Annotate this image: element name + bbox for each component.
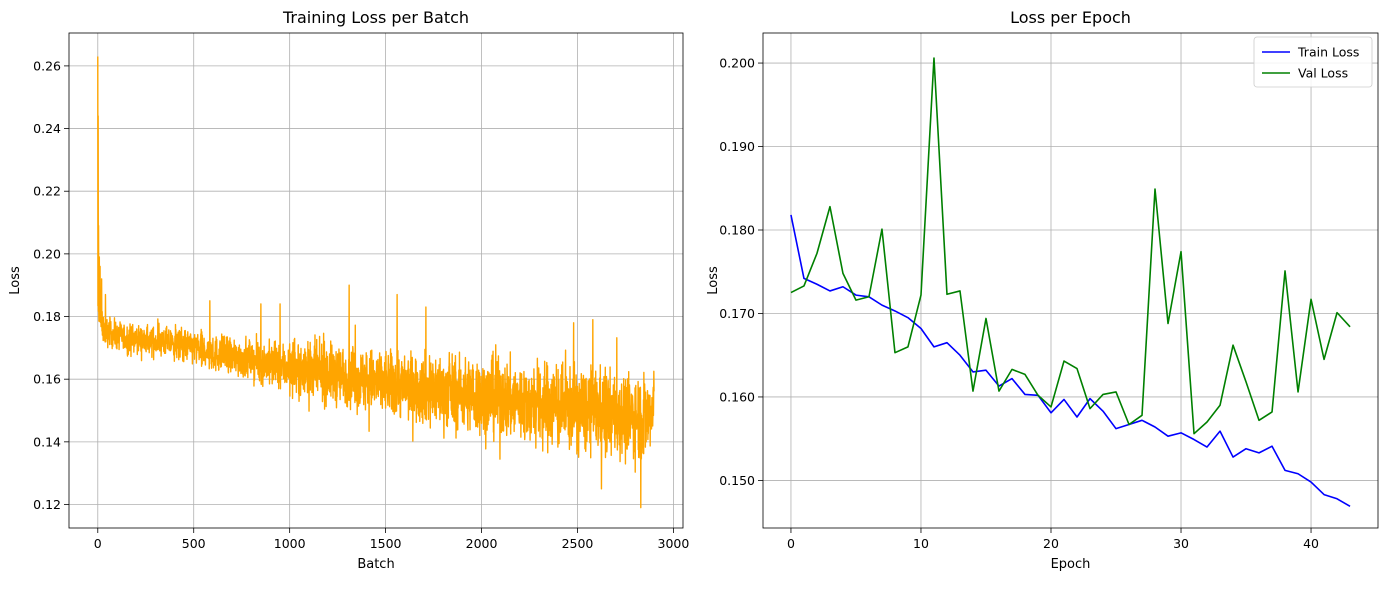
x-tick-label: 1500 — [370, 536, 402, 551]
y-axis-label: Loss — [706, 266, 721, 295]
x-tick-label: 3000 — [658, 536, 690, 551]
y-tick-label: 0.22 — [33, 184, 61, 199]
y-tick-label: 0.14 — [33, 434, 61, 449]
y-tick-label: 0.170 — [719, 306, 755, 321]
train-loss-line — [790, 214, 1351, 507]
y-tick-label: 0.26 — [33, 58, 61, 73]
y-tick-label: 0.200 — [719, 56, 755, 71]
train-loss-line — [97, 56, 655, 509]
y-axis-label: Loss — [8, 266, 23, 295]
x-tick-label: 1000 — [274, 536, 306, 551]
x-tick-label: 20 — [1043, 536, 1059, 551]
y-tick-label: 0.24 — [33, 121, 61, 136]
plot-frame — [762, 32, 1379, 529]
x-tick-label: 2500 — [562, 536, 594, 551]
y-tick-label: 0.12 — [33, 497, 61, 512]
plot-frame — [68, 32, 684, 529]
legend: Train Loss Val Loss — [1253, 36, 1373, 88]
legend-box — [1253, 36, 1373, 88]
y-tick-label: 0.20 — [33, 246, 61, 261]
x-tick-label: 40 — [1303, 536, 1319, 551]
x-axis-label: Epoch — [1051, 557, 1091, 572]
x-tick-label: 2000 — [466, 536, 498, 551]
x-tick-label: 10 — [913, 536, 929, 551]
x-axis-label: Batch — [357, 557, 394, 572]
x-tick-label: 30 — [1173, 536, 1189, 551]
epoch-loss-chart: 0 10 20 30 40 0.150 0.160 0.170 0.180 0.190 0.200 L… — [706, 8, 1379, 572]
y-tick-label: 0.190 — [719, 139, 755, 154]
y-tick-label: 0.180 — [719, 222, 755, 237]
y-tick-label: 0.160 — [719, 389, 755, 404]
y-tick-label: 0.150 — [719, 473, 755, 488]
y-tick-label: 0.18 — [33, 309, 61, 324]
x-tick-label: 0 — [787, 536, 795, 551]
legend-label: Val Loss — [1298, 66, 1348, 81]
chart-title: Loss per Epoch — [1010, 8, 1131, 27]
chart-title: Training Loss per Batch — [282, 8, 469, 27]
val-loss-line — [790, 57, 1351, 435]
batch-loss-chart: 0 500 1000 1500 2000 2500 3000 0.12 0.14 0.16 0.18… — [8, 8, 689, 572]
y-tick-label: 0.16 — [33, 372, 61, 387]
x-tick-label: 500 — [182, 536, 206, 551]
x-tick-label: 0 — [94, 536, 102, 551]
legend-label: Train Loss — [1297, 45, 1359, 60]
